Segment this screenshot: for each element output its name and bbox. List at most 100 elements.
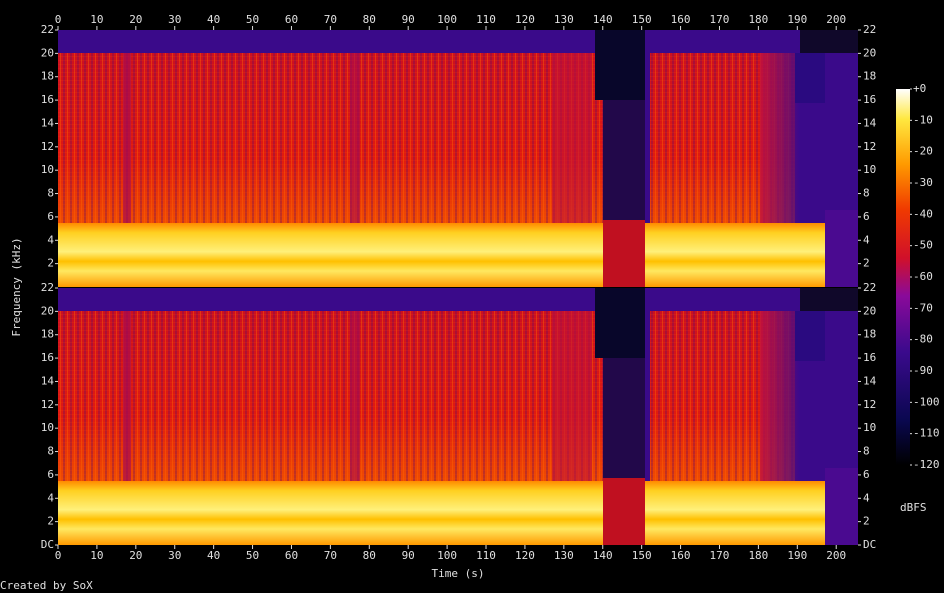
x-tick-label: 120	[515, 549, 535, 562]
x-tick-label: 60	[285, 13, 298, 26]
x-tick-label: 10	[90, 549, 103, 562]
y-tick-label: 16	[41, 93, 54, 106]
y-tick-label: 4	[47, 233, 54, 246]
colorbar-tick-label: -100	[913, 395, 940, 408]
y-tick-label: 20	[863, 46, 876, 59]
y-tick-label: 14	[863, 374, 877, 387]
y-axis-label: Frequency (kHz)	[10, 237, 23, 336]
y-tick-label: 10	[41, 163, 54, 176]
y-tick-label: 8	[863, 445, 870, 458]
colorbar-tick-label: -30	[913, 176, 933, 189]
x-tick-label: 130	[554, 549, 574, 562]
x-tick-label: 180	[748, 13, 768, 26]
colorbar-tick-label: -80	[913, 333, 933, 346]
x-tick-label: 160	[671, 549, 691, 562]
x-tick-label: 70	[324, 13, 337, 26]
y-tick-label: 6	[863, 468, 870, 481]
x-tick-label: 60	[285, 549, 298, 562]
x-tick-label: 120	[515, 13, 535, 26]
x-tick-label: 170	[710, 549, 730, 562]
x-tick-label: 50	[246, 549, 259, 562]
x-tick-label: 150	[632, 13, 652, 26]
y-tick-label: 6	[47, 210, 54, 223]
y-tick-label: 22	[41, 23, 54, 36]
x-tick-label: 110	[476, 13, 496, 26]
y-tick-label: 20	[41, 304, 54, 317]
x-tick-label: 190	[787, 13, 807, 26]
x-tick-label: 30	[168, 13, 181, 26]
y-tick-label: 6	[47, 468, 54, 481]
x-tick-label: 10	[90, 13, 103, 26]
x-tick-label: 180	[748, 549, 768, 562]
colorbar-tick-label: -50	[913, 239, 933, 252]
footer: Created by SoX	[0, 579, 93, 592]
colorbar-tick-label: -70	[913, 301, 933, 314]
y-tick-label: 16	[41, 351, 54, 364]
x-tick-label: 20	[129, 549, 142, 562]
y-tick-label: DC	[41, 538, 54, 551]
y-tick-label: 18	[41, 70, 54, 83]
y-tick-label: 14	[41, 116, 55, 129]
colorbar	[896, 89, 910, 465]
x-tick-label: 100	[437, 549, 457, 562]
y-tick-label: 20	[41, 46, 54, 59]
y-tick-label: 4	[47, 491, 54, 504]
colorbar-tick-label: -40	[913, 207, 933, 220]
y-tick-label: 8	[47, 187, 54, 200]
y-tick-label: 22	[863, 23, 876, 36]
y-tick-label: 12	[863, 140, 876, 153]
x-tick-label: 20	[129, 13, 142, 26]
x-tick-label: 200	[826, 549, 846, 562]
y-tick-label: 12	[863, 398, 876, 411]
x-tick-label: 140	[593, 549, 613, 562]
x-tick-label: 100	[437, 13, 457, 26]
y-tick-label: 4	[863, 491, 870, 504]
y-tick-label: 20	[863, 304, 876, 317]
y-tick-label: 2	[863, 515, 870, 528]
x-tick-label: 170	[710, 13, 730, 26]
y-tick-label: 2	[47, 257, 54, 270]
y-tick-label: 22	[863, 281, 876, 294]
y-tick-label: 18	[863, 70, 876, 83]
x-tick-label: 50	[246, 13, 259, 26]
y-tick-label: 16	[863, 351, 876, 364]
x-tick-label: 0	[55, 13, 62, 26]
colorbar-tick-label: +0	[913, 82, 926, 95]
colorbar-tick-label: -90	[913, 364, 933, 377]
y-tick-label: 2	[47, 515, 54, 528]
x-tick-label: 200	[826, 13, 846, 26]
x-tick-label: 150	[632, 549, 652, 562]
colorbar-tick-label: -110	[913, 427, 940, 440]
y-tick-label: 18	[41, 328, 54, 341]
x-tick-label: 190	[787, 549, 807, 562]
x-tick-label: 130	[554, 13, 574, 26]
y-tick-label: DC	[863, 538, 876, 551]
y-tick-label: 8	[47, 445, 54, 458]
colorbar-label: dBFS	[900, 501, 927, 514]
x-tick-label: 30	[168, 549, 181, 562]
x-axis-label: Time (s)	[432, 567, 485, 580]
colorbar-tick-label: -60	[913, 270, 933, 283]
x-tick-label: 90	[402, 549, 415, 562]
channel-2	[58, 288, 858, 545]
y-tick-label: 22	[41, 281, 54, 294]
colorbar-tick-label: -20	[913, 145, 933, 158]
x-tick-label: 0	[55, 549, 62, 562]
y-tick-label: 14	[863, 116, 877, 129]
y-tick-label: 16	[863, 93, 876, 106]
y-tick-label: 18	[863, 328, 876, 341]
y-tick-label: 10	[41, 421, 54, 434]
colorbar-tick-label: -120	[913, 458, 940, 471]
x-tick-label: 40	[207, 13, 220, 26]
y-tick-label: 10	[863, 421, 876, 434]
x-tick-label: 110	[476, 549, 496, 562]
y-tick-label: 4	[863, 233, 870, 246]
channel-1	[58, 30, 858, 287]
x-tick-label: 80	[363, 549, 376, 562]
x-tick-label: 140	[593, 13, 613, 26]
x-tick-label: 40	[207, 549, 220, 562]
y-tick-label: 12	[41, 398, 54, 411]
y-tick-label: 6	[863, 210, 870, 223]
y-tick-label: 2	[863, 257, 870, 270]
